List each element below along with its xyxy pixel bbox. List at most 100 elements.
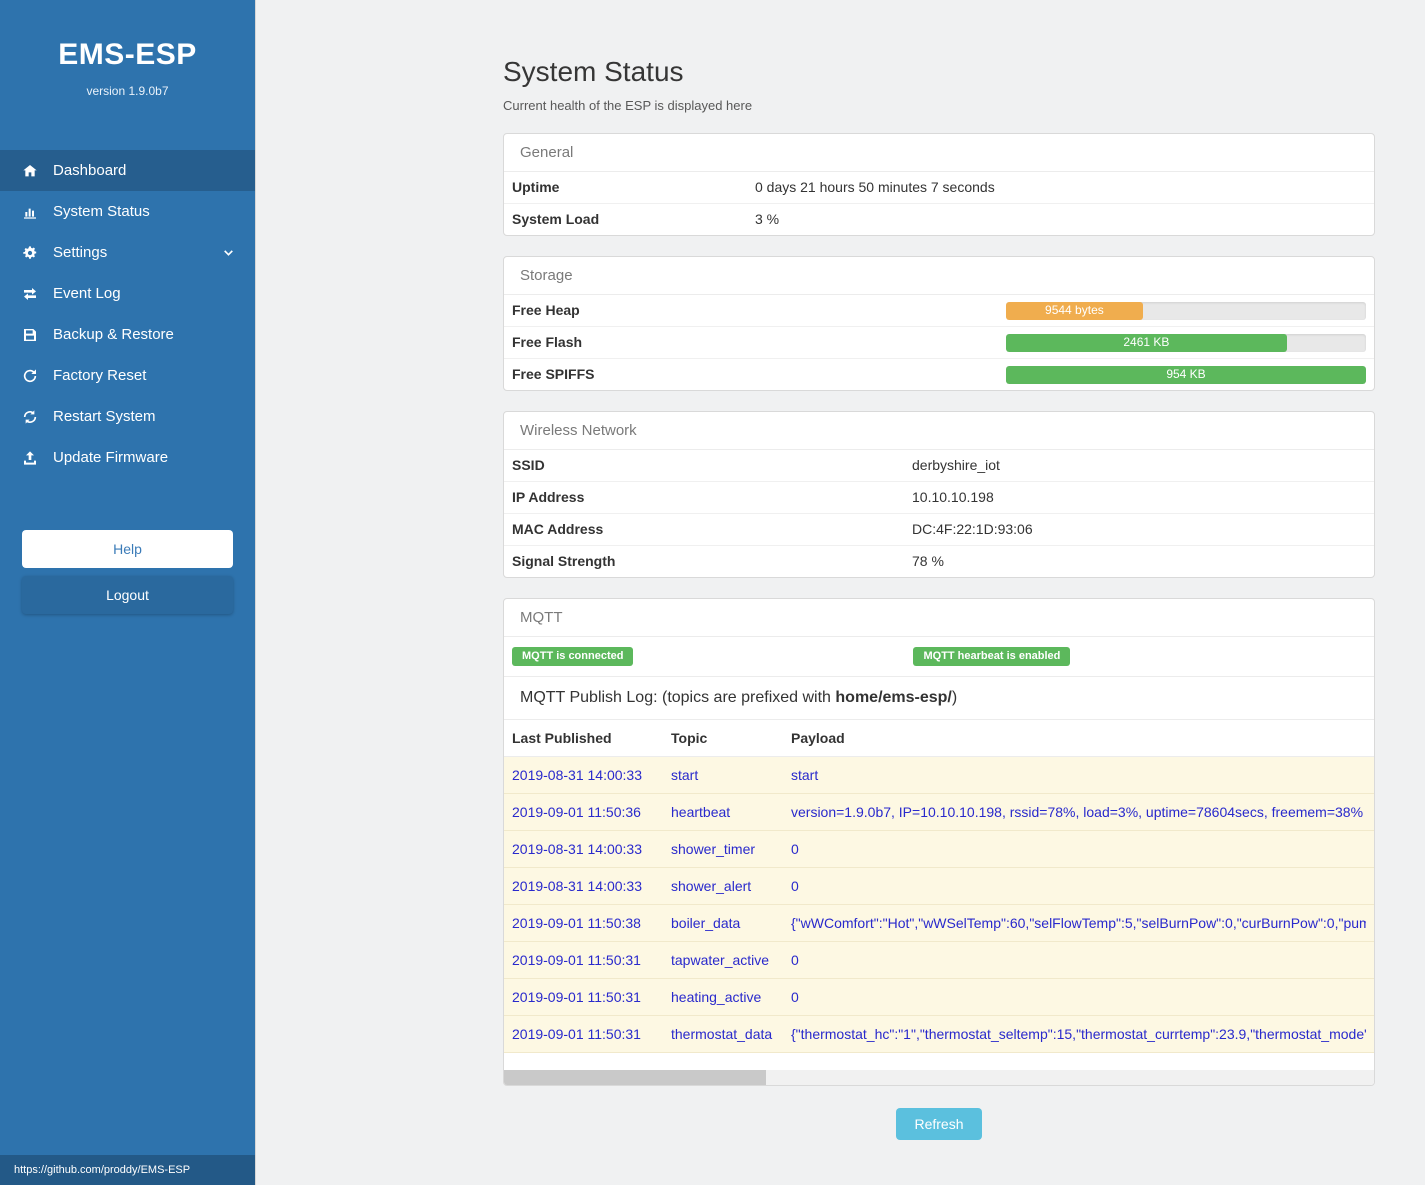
sidebar-item-label: System Status <box>53 203 150 220</box>
wireless-panel: Wireless Network SSID derbyshire_iot IP … <box>503 411 1375 578</box>
sidebar: EMS-ESP version 1.9.0b7 Dashboard System… <box>0 0 256 1185</box>
free-flash-row: Free Flash 2461 KB <box>504 327 1374 359</box>
upload-icon <box>20 450 40 466</box>
chart-icon <box>20 204 40 220</box>
publish-log-prefix: MQTT Publish Log: (topics are prefixed w… <box>520 689 836 706</box>
log-topic: tapwater_active <box>671 952 770 968</box>
free-heap-row: Free Heap 9544 bytes <box>504 295 1374 327</box>
mqtt-log-row: 2019-09-01 11:50:31 tapwater_active 0 <box>504 942 1374 979</box>
mqtt-publish-log-title: MQTT Publish Log: (topics are prefixed w… <box>504 677 1374 720</box>
column-payload: Payload <box>791 730 845 746</box>
app-version: version 1.9.0b7 <box>86 84 169 98</box>
refresh-button[interactable]: Refresh <box>896 1108 982 1140</box>
log-topic: heating_active <box>671 989 762 1005</box>
ssid-row: SSID derbyshire_iot <box>504 450 1374 482</box>
free-flash-bar: 2461 KB <box>1006 333 1366 352</box>
app-title: EMS-ESP <box>58 38 197 71</box>
page-title: System Status <box>503 56 684 87</box>
free-spiffs-row: Free SPIFFS 954 KB <box>504 359 1374 390</box>
sidebar-item-system-status[interactable]: System Status <box>0 191 255 232</box>
info-label: Free SPIFFS <box>512 366 595 382</box>
panel-header: Wireless Network <box>504 412 1374 450</box>
log-topic: shower_timer <box>671 841 756 857</box>
log-published: 2019-09-01 11:50:31 <box>512 989 641 1005</box>
info-label: MAC Address <box>512 521 604 537</box>
info-label: Signal Strength <box>512 553 616 569</box>
sidebar-item-update-firmware[interactable]: Update Firmware <box>0 437 255 478</box>
sidebar-item-label: Dashboard <box>53 162 127 179</box>
sidebar-footer: https://github.com/proddy/EMS-ESP <box>0 1155 255 1185</box>
column-topic: Topic <box>671 730 708 746</box>
redo-icon <box>20 368 40 384</box>
log-published: 2019-09-01 11:50:36 <box>512 804 641 820</box>
chevron-down-icon <box>222 246 235 259</box>
log-topic: boiler_data <box>671 915 741 931</box>
info-value: 0 days 21 hours 50 minutes 7 seconds <box>755 179 995 195</box>
mqtt-log-row: 2019-08-31 14:00:33 shower_timer 0 <box>504 831 1374 868</box>
github-link[interactable]: https://github.com/proddy/EMS-ESP <box>14 1164 191 1176</box>
mqtt-log-row: 2019-09-01 11:50:38 boiler_data {"wWComf… <box>504 905 1374 942</box>
sidebar-item-label: Factory Reset <box>53 367 147 384</box>
publish-log-topic-prefix: home/ems-esp/ <box>835 689 952 706</box>
info-value: derbyshire_iot <box>912 457 1000 473</box>
progress-bar-fill: 2461 KB <box>1006 333 1287 352</box>
mqtt-log-header: Last Published Topic Payload <box>504 720 1374 757</box>
save-icon <box>20 327 40 343</box>
info-label: Uptime <box>512 179 560 195</box>
log-payload: 0 <box>791 878 799 894</box>
log-payload: 0 <box>791 952 799 968</box>
logout-button[interactable]: Logout <box>22 576 233 614</box>
system-load-row: System Load 3 % <box>504 204 1374 235</box>
log-payload: start <box>791 767 819 783</box>
log-topic: start <box>671 767 699 783</box>
horizontal-scrollbar[interactable] <box>504 1070 1374 1085</box>
bar-value: 954 KB <box>1166 367 1206 381</box>
sidebar-item-label: Update Firmware <box>53 449 169 466</box>
sidebar-item-dashboard[interactable]: Dashboard <box>0 150 255 191</box>
log-published: 2019-08-31 14:00:33 <box>512 767 642 783</box>
sidebar-item-restart-system[interactable]: Restart System <box>0 396 255 437</box>
exchange-icon <box>20 286 40 302</box>
info-value: DC:4F:22:1D:93:06 <box>912 521 1033 537</box>
free-spiffs-bar: 954 KB <box>1006 365 1366 384</box>
info-label: Free Heap <box>512 302 580 318</box>
home-icon <box>20 163 40 179</box>
gear-icon <box>20 245 40 261</box>
signal-strength-row: Signal Strength 78 % <box>504 546 1374 577</box>
info-label: Free Flash <box>512 334 583 350</box>
sidebar-item-label: Backup & Restore <box>53 326 174 343</box>
mqtt-heartbeat-badge: MQTT hearbeat is enabled <box>913 647 1071 666</box>
refresh-row: Refresh <box>503 1108 1375 1140</box>
mqtt-panel: MQTT MQTT is connected MQTT hearbeat is … <box>503 598 1375 1086</box>
progress-bar-fill: 954 KB <box>1006 365 1366 384</box>
sidebar-item-backup-restore[interactable]: Backup & Restore <box>0 314 255 355</box>
log-published: 2019-08-31 14:00:33 <box>512 841 642 857</box>
ip-address-row: IP Address 10.10.10.198 <box>504 482 1374 514</box>
sync-icon <box>20 409 40 425</box>
log-payload: 0 <box>791 841 799 857</box>
sidebar-item-factory-reset[interactable]: Factory Reset <box>0 355 255 396</box>
panel-header: General <box>504 134 1374 172</box>
sidebar-item-settings[interactable]: Settings <box>0 232 255 273</box>
mqtt-log-row: 2019-09-01 11:50:31 thermostat_data {"th… <box>504 1016 1374 1053</box>
info-label: SSID <box>512 457 545 473</box>
mqtt-connected-badge: MQTT is connected <box>512 647 634 666</box>
mac-address-row: MAC Address DC:4F:22:1D:93:06 <box>504 514 1374 546</box>
sidebar-nav: Dashboard System Status Settings <box>0 150 255 478</box>
log-published: 2019-09-01 11:50:31 <box>512 1026 641 1042</box>
free-heap-bar: 9544 bytes <box>1006 301 1366 320</box>
help-button[interactable]: Help <box>22 530 233 568</box>
mqtt-log-row: 2019-08-31 14:00:33 shower_alert 0 <box>504 868 1374 905</box>
scrollbar-thumb[interactable] <box>504 1070 766 1085</box>
log-payload: {"thermostat_hc":"1","thermostat_seltemp… <box>791 1026 1366 1042</box>
page-subtitle: Current health of the ESP is displayed h… <box>503 98 753 113</box>
log-payload: version=1.9.0b7, IP=10.10.10.198, rssid=… <box>791 804 1364 820</box>
log-payload: {"wWComfort":"Hot","wWSelTemp":60,"selFl… <box>791 915 1366 931</box>
log-payload: 0 <box>791 989 799 1005</box>
info-value: 3 % <box>755 211 780 227</box>
uptime-row: Uptime 0 days 21 hours 50 minutes 7 seco… <box>504 172 1374 204</box>
info-label: System Load <box>512 211 600 227</box>
sidebar-item-label: Settings <box>53 244 108 261</box>
mqtt-log-row: 2019-09-01 11:50:36 heartbeat version=1.… <box>504 794 1374 831</box>
sidebar-item-event-log[interactable]: Event Log <box>0 273 255 314</box>
